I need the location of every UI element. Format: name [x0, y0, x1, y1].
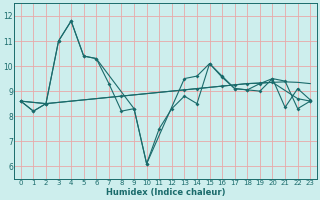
X-axis label: Humidex (Indice chaleur): Humidex (Indice chaleur): [106, 188, 225, 197]
